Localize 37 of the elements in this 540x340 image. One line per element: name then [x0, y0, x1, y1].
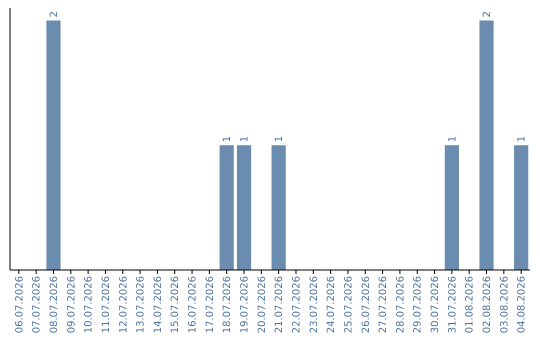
data-label: 2 — [48, 11, 60, 18]
data-label: 1 — [240, 136, 251, 142]
data-label: 1 — [222, 136, 234, 142]
x-tick-label: 25.07.2026 — [343, 276, 354, 334]
x-tick-label: 18.07.2026 — [222, 276, 234, 334]
x-tick-label: 30.07.2026 — [430, 276, 442, 334]
x-tick-label: 23.07.2026 — [308, 276, 320, 334]
x-tick-label: 20.07.2026 — [256, 276, 268, 334]
data-label: 2 — [482, 11, 494, 18]
data-label: 1 — [274, 136, 286, 142]
x-tick-label: 12.07.2026 — [118, 276, 130, 334]
x-tick-label: 04.08.2026 — [516, 276, 528, 334]
x-tick-label: 08.07.2026 — [48, 276, 60, 334]
x-tick-label: 16.07.2026 — [188, 276, 199, 334]
x-tick-label: 06.07.2026 — [14, 276, 26, 334]
x-tick-label: 29.07.2026 — [412, 276, 424, 334]
x-tick-label: 19.07.2026 — [240, 276, 251, 334]
x-tick-label: 07.07.2026 — [32, 276, 43, 334]
x-tick-label: 22.07.2026 — [291, 276, 302, 334]
x-tick-label: 17.07.2026 — [204, 276, 216, 334]
x-tick-label: 01.08.2026 — [464, 276, 476, 334]
x-tick-label: 10.07.2026 — [84, 276, 95, 334]
x-tick-label: 21.07.2026 — [274, 276, 286, 334]
x-tick-label: 11.07.2026 — [100, 276, 112, 334]
x-tick-label: 31.07.2026 — [447, 276, 458, 334]
x-tick-label: 28.07.2026 — [395, 276, 406, 334]
x-tick-label: 26.07.2026 — [360, 276, 372, 334]
x-tick-label: 02.08.2026 — [482, 276, 494, 334]
x-tick-label: 13.07.2026 — [136, 276, 147, 334]
x-tick-label: 15.07.2026 — [170, 276, 182, 334]
data-label: 1 — [447, 136, 458, 142]
x-tick-label: 09.07.2026 — [66, 276, 78, 334]
x-tick-label: 24.07.2026 — [326, 276, 338, 334]
data-label: 1 — [516, 136, 528, 142]
x-tick-label: 14.07.2026 — [152, 276, 164, 334]
x-tick-label: 03.08.2026 — [499, 276, 510, 334]
x-tick-label: 27.07.2026 — [378, 276, 390, 334]
